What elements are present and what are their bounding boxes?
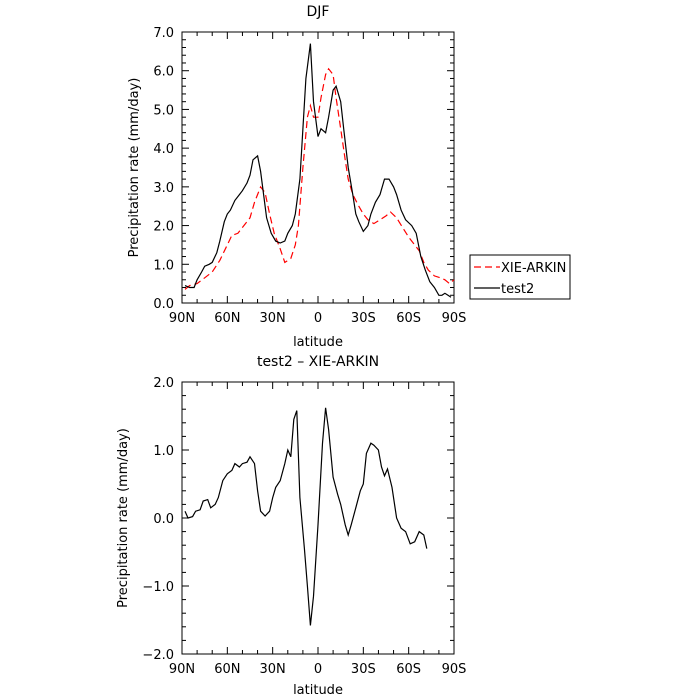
x-tick-label: 30N	[260, 311, 286, 326]
y-tick-label: 2.0	[153, 376, 174, 391]
chart-title: test2 – XIE-ARKIN	[257, 354, 379, 370]
y-tick-label: 1.0	[153, 258, 174, 273]
chart-title: DJF	[307, 4, 330, 20]
x-tick-label: 90N	[169, 662, 195, 677]
y-tick-label: 6.0	[153, 65, 174, 80]
x-tick-label: 60S	[396, 662, 421, 677]
y-tick-label: 2.0	[153, 220, 174, 235]
x-tick-label: 30S	[351, 311, 376, 326]
x-tick-label: 30S	[351, 662, 376, 677]
x-tick-label: 60S	[396, 311, 421, 326]
x-tick-label: 60N	[214, 311, 240, 326]
y-tick-label: 5.0	[153, 103, 174, 118]
series-line-xie-arkin	[184, 67, 455, 290]
x-tick-label: 90S	[442, 662, 467, 677]
x-tick-label: 90N	[169, 311, 195, 326]
legend: XIE-ARKIN test2	[469, 254, 571, 300]
x-tick-label: 90S	[442, 311, 467, 326]
x-tick-label: 0	[314, 311, 322, 326]
difference-series-line	[184, 407, 428, 626]
top-panel-djf: DJF 90N 60N 30N 0 30S 60S 90S 0.0 1.0 2.0 3.0 4.0 5.0…	[127, 4, 571, 350]
y-tick-label: 3.0	[153, 181, 174, 196]
y-tick-label: 0.0	[153, 512, 174, 527]
y-tick-label: 0.0	[153, 297, 174, 312]
y-tick-label: −2.0	[142, 648, 174, 663]
x-tick-label: 0	[314, 662, 322, 677]
y-axis-label: Precipitation rate (mm/day)	[127, 78, 142, 258]
y-axis-label: Precipitation rate (mm/day)	[116, 428, 131, 608]
y-tick-label: 1.0	[153, 444, 174, 459]
x-axis-label: latitude	[293, 335, 343, 350]
series-line-test2	[184, 43, 452, 298]
y-tick-label: −1.0	[142, 580, 174, 595]
x-axis-label: latitude	[293, 683, 343, 698]
bottom-panel-difference: test2 – XIE-ARKIN 90N 60N 30N 0 30S 60S 90S −2.0…	[116, 354, 466, 698]
y-tick-label: 7.0	[153, 26, 174, 41]
legend-entry: test2	[501, 282, 534, 297]
legend-entry: XIE-ARKIN	[501, 261, 566, 276]
y-tick-label: 4.0	[153, 142, 174, 157]
x-tick-label: 30N	[260, 662, 286, 677]
legend-box	[469, 254, 571, 300]
x-tick-label: 60N	[214, 662, 240, 677]
plot-frame	[181, 31, 455, 304]
